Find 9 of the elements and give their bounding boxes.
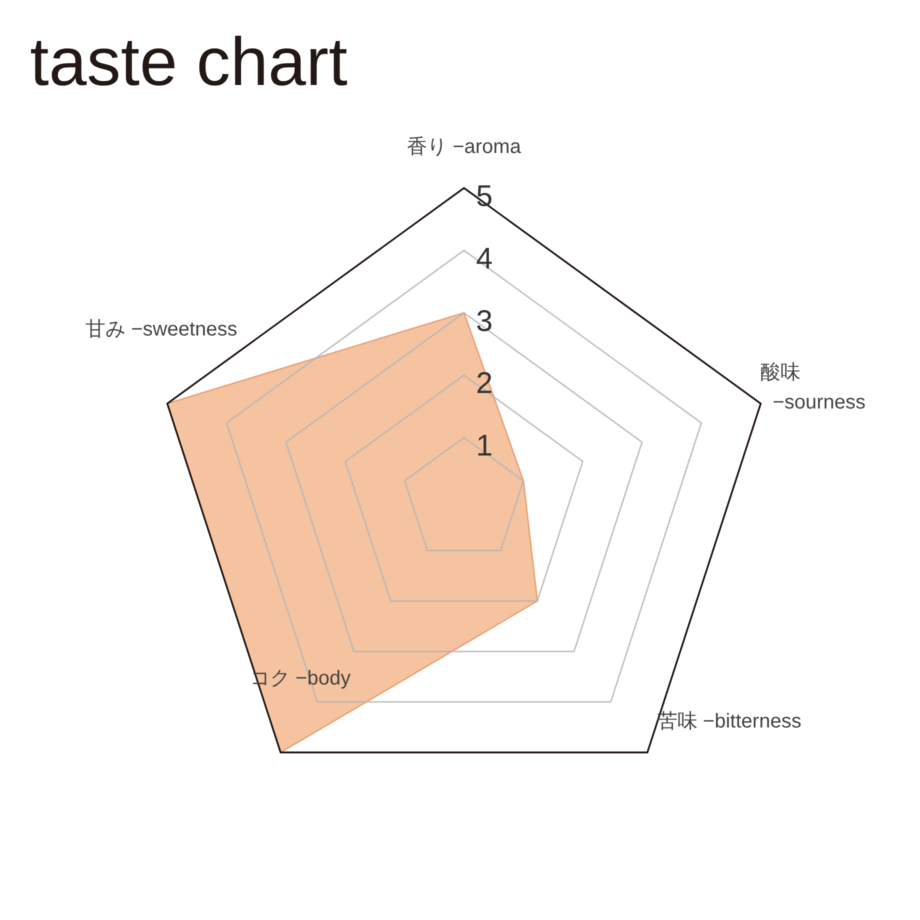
spoke-label: 苦味 −bitterness <box>657 710 802 732</box>
spoke-label: 香り −aroma <box>407 136 522 158</box>
y-tick-label: 4 <box>476 242 493 276</box>
y-tick-label: 1 <box>476 430 493 463</box>
spoke-label: 酸味 −sourness <box>760 362 866 414</box>
y-tick-label: 3 <box>476 304 493 338</box>
y-tick-label: 2 <box>476 367 493 400</box>
spoke-label: 甘み −sweetness <box>86 318 238 341</box>
chart-title: taste chart <box>30 24 348 100</box>
